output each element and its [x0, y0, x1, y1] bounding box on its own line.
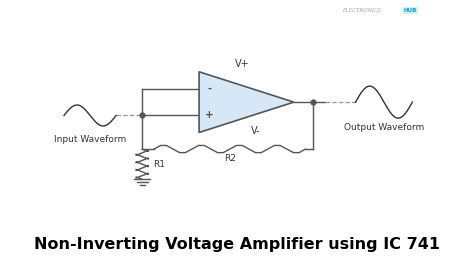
Text: -: -	[208, 84, 211, 94]
Text: V+: V+	[235, 59, 249, 69]
Text: V-: V-	[251, 126, 261, 136]
Text: Input Waveform: Input Waveform	[54, 135, 126, 144]
Text: HUB: HUB	[404, 8, 417, 13]
Text: Non-Inverting Voltage Amplifier using IC 741: Non-Inverting Voltage Amplifier using IC…	[34, 237, 440, 252]
Polygon shape	[199, 72, 294, 132]
Text: R1: R1	[153, 160, 164, 169]
Text: ELECTRONICS: ELECTRONICS	[343, 8, 382, 13]
Text: Output Waveform: Output Waveform	[344, 123, 424, 132]
Text: R2: R2	[224, 154, 236, 163]
Text: +: +	[205, 110, 214, 121]
